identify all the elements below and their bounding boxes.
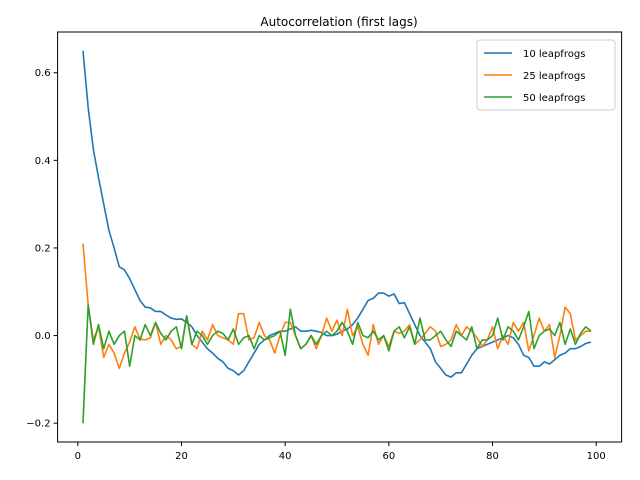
axes-frame <box>57 31 623 443</box>
x-tick-label: 100 <box>587 451 606 462</box>
y-tick-label: −0.2 <box>26 419 50 430</box>
chart-title: Autocorrelation (first lags) <box>260 15 417 29</box>
series-line-50-leapfrogs <box>82 304 592 424</box>
series-line-10-leapfrogs <box>82 50 592 378</box>
y-tick-label: 0.4 <box>35 156 51 167</box>
legend-label-50-leapfrogs: 50 leapfrogs <box>523 93 585 104</box>
legend: 10 leapfrogs 25 leapfrogs 50 leapfrogs <box>476 39 616 111</box>
x-tick-label: 80 <box>486 451 499 462</box>
series-lines <box>82 50 592 424</box>
x-tick-label: 20 <box>175 451 188 462</box>
legend-box <box>476 39 616 111</box>
x-tick-label: 40 <box>279 451 292 462</box>
x-axis: 0 20 40 60 80 100 <box>75 442 606 462</box>
y-tick-label: 0.2 <box>35 243 51 254</box>
y-tick-label: 0.0 <box>35 331 51 342</box>
x-tick-label: 0 <box>75 451 81 462</box>
y-axis: −0.2 0.0 0.2 0.4 0.6 <box>26 68 58 430</box>
x-tick-label: 60 <box>382 451 395 462</box>
y-tick-label: 0.6 <box>35 68 51 79</box>
legend-label-10-leapfrogs: 10 leapfrogs <box>523 49 585 60</box>
legend-label-25-leapfrogs: 25 leapfrogs <box>523 71 585 82</box>
